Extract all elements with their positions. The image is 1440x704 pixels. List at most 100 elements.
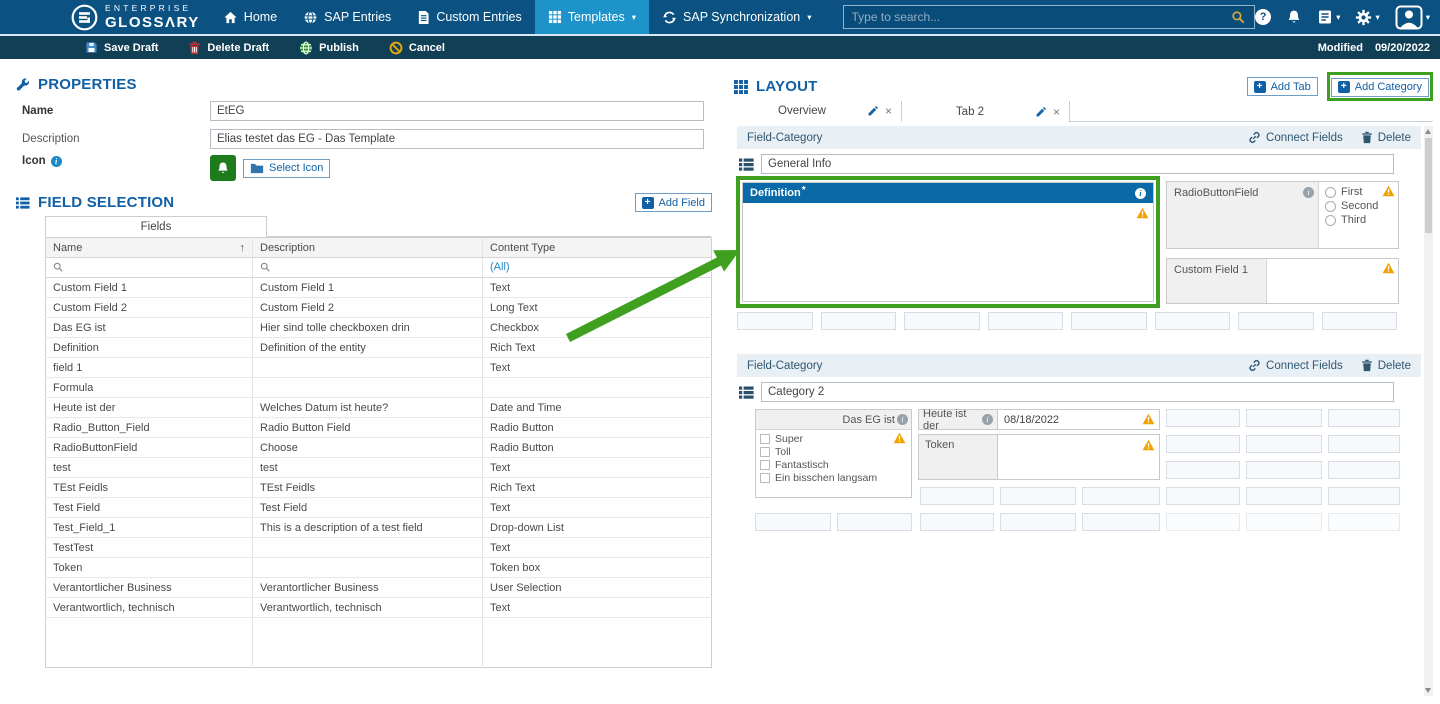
layout-field-definition[interactable]: Definition * i bbox=[742, 182, 1154, 302]
edit-tab-icon[interactable] bbox=[1035, 106, 1047, 118]
nav-templates[interactable]: Templates ▾ bbox=[534, 0, 650, 34]
nav-custom-entries[interactable]: Custom Entries bbox=[404, 0, 534, 34]
radio-option[interactable]: Second bbox=[1325, 200, 1392, 212]
date-field-label[interactable]: Heute ist der i bbox=[918, 408, 998, 432]
save-draft-button[interactable]: Save Draft bbox=[85, 41, 158, 54]
nav-sap-entries[interactable]: SAP Entries bbox=[290, 0, 404, 34]
checkbox-option[interactable]: Super bbox=[760, 433, 907, 445]
radio-option[interactable]: Third bbox=[1325, 214, 1392, 226]
filter-description-input[interactable] bbox=[252, 257, 483, 278]
close-tab-icon[interactable]: × bbox=[884, 104, 892, 118]
info-icon[interactable]: i bbox=[1303, 187, 1314, 198]
tab-fields[interactable]: Fields bbox=[45, 216, 267, 237]
description-row: Description bbox=[16, 129, 704, 149]
column-header-content-type[interactable]: Content Type bbox=[482, 237, 712, 258]
notifications-button[interactable] bbox=[1286, 9, 1302, 26]
table-row[interactable]: Verantortlicher Business Verantortlicher … bbox=[45, 577, 712, 598]
scroll-up-arrow[interactable] bbox=[1425, 129, 1431, 134]
layout-field-custom-field-1[interactable]: Custom Field 1 bbox=[1166, 258, 1399, 304]
settings-menu-button[interactable]: ▾ bbox=[1355, 9, 1380, 26]
close-tab-icon[interactable]: × bbox=[1052, 104, 1060, 119]
radio-label: Third bbox=[1341, 214, 1367, 226]
category2-name-input[interactable] bbox=[761, 382, 1394, 402]
table-row[interactable]: Das EG ist Hier sind tolle checkboxen dri… bbox=[45, 317, 712, 338]
notes-menu-button[interactable]: ▾ bbox=[1317, 9, 1340, 25]
table-row[interactable]: field 1 Text bbox=[45, 357, 712, 378]
table-row[interactable]: Radio_Button_Field Radio Button Field Radi… bbox=[45, 417, 712, 438]
table-cell-description: Custom Field 1 bbox=[252, 277, 483, 298]
edit-tab-icon[interactable] bbox=[867, 105, 879, 117]
help-button[interactable]: ? bbox=[1255, 9, 1272, 25]
publish-button[interactable]: Publish bbox=[299, 41, 359, 55]
checkbox-option[interactable]: Ein bisschen langsam bbox=[760, 472, 907, 484]
table-row[interactable]: Verantwortlich, technisch Verantwortlich,… bbox=[45, 597, 712, 618]
checkbox-option[interactable]: Fantastisch bbox=[760, 459, 907, 471]
name-input[interactable] bbox=[210, 101, 704, 121]
empty-field-placeholder bbox=[1321, 312, 1397, 330]
table-row[interactable]: test test Text bbox=[45, 457, 712, 478]
empty-field-placeholder bbox=[1166, 513, 1240, 531]
layout-tab-overview[interactable]: Overview × bbox=[734, 101, 902, 122]
token-field-label[interactable]: Token bbox=[918, 434, 998, 480]
token-field-value[interactable] bbox=[997, 434, 1160, 480]
table-row[interactable]: Token Token box bbox=[45, 557, 712, 578]
description-input[interactable] bbox=[210, 129, 704, 149]
radio-button[interactable] bbox=[1325, 214, 1336, 226]
radio-option[interactable]: First bbox=[1325, 186, 1392, 198]
checkbox[interactable] bbox=[760, 447, 770, 457]
connect-fields-button[interactable]: Connect Fields bbox=[1248, 131, 1343, 144]
checkbox-label: Super bbox=[775, 433, 804, 445]
nav-home[interactable]: Home bbox=[210, 0, 290, 34]
info-icon[interactable]: i bbox=[1135, 187, 1146, 199]
empty-field-placeholder bbox=[1082, 513, 1160, 531]
info-icon[interactable]: i bbox=[50, 155, 62, 167]
layout-field-radiobuttonfield[interactable]: RadioButtonField i First Second Third bbox=[1166, 181, 1399, 249]
field-selection-header: FIELD SELECTION + Add Field bbox=[16, 193, 712, 212]
delete-draft-button[interactable]: Delete Draft bbox=[188, 41, 269, 55]
add-field-button[interactable]: + Add Field bbox=[634, 193, 712, 212]
table-row[interactable]: Formula bbox=[45, 377, 712, 398]
radio-button[interactable] bbox=[1325, 200, 1336, 212]
add-tab-button[interactable]: + Add Tab bbox=[1246, 77, 1318, 96]
column-header-description[interactable]: Description bbox=[252, 237, 483, 258]
info-icon[interactable]: i bbox=[897, 414, 908, 425]
category1-name-input[interactable] bbox=[761, 154, 1394, 174]
filter-name-input[interactable] bbox=[45, 257, 253, 278]
add-category-button[interactable]: + Add Category bbox=[1330, 77, 1429, 97]
user-menu-button[interactable]: ▾ bbox=[1395, 5, 1430, 30]
checkbox[interactable] bbox=[760, 460, 770, 470]
info-icon[interactable]: i bbox=[982, 414, 993, 425]
table-row[interactable]: RadioButtonField Choose Radio Button bbox=[45, 437, 712, 458]
layout-field-das-eg-ist[interactable]: Das EG ist i Super Toll Fantastisch Ein bis… bbox=[755, 409, 912, 498]
app-logo[interactable]: ENTERPRISE GLOSSΛRY bbox=[0, 0, 200, 34]
search-input[interactable] bbox=[851, 10, 1232, 24]
table-row[interactable]: Test Field Test Field Text bbox=[45, 497, 712, 518]
table-row[interactable]: Test_Field_1 This is a description of a t… bbox=[45, 517, 712, 538]
checkbox[interactable] bbox=[760, 434, 770, 444]
radio-button[interactable] bbox=[1325, 186, 1336, 198]
table-row[interactable]: Definition Definition of the entity Rich T… bbox=[45, 337, 712, 358]
table-row[interactable]: Custom Field 2 Custom Field 2 Long Text bbox=[45, 297, 712, 318]
table-cell-content-type: Text bbox=[482, 457, 712, 478]
scroll-down-arrow[interactable] bbox=[1425, 688, 1431, 693]
vertical-scrollbar[interactable] bbox=[1424, 126, 1433, 696]
column-header-name[interactable]: Name ↑ bbox=[45, 237, 253, 258]
checkbox[interactable] bbox=[760, 473, 770, 483]
select-icon-button[interactable]: Select Icon bbox=[243, 158, 331, 178]
nav-sap-synchronization[interactable]: SAP Synchronization ▾ bbox=[649, 0, 824, 34]
table-row[interactable]: TestTest Text bbox=[45, 537, 712, 558]
delete-category-button[interactable]: Delete bbox=[1361, 359, 1411, 372]
date-field-value[interactable]: 08/18/2022 bbox=[997, 409, 1160, 430]
checkbox-option[interactable]: Toll bbox=[760, 446, 907, 458]
table-row[interactable]: Heute ist der Welches Datum ist heute? Dat… bbox=[45, 397, 712, 418]
layout-tab-2[interactable]: Tab 2 × bbox=[902, 101, 1070, 122]
filter-content-type-select[interactable]: (All) ▾ bbox=[482, 257, 712, 278]
delete-category-button[interactable]: Delete bbox=[1361, 131, 1411, 144]
table-row[interactable]: Custom Field 1 Custom Field 1 Text bbox=[45, 277, 712, 298]
cancel-button[interactable]: Cancel bbox=[389, 41, 445, 55]
scroll-thumb[interactable] bbox=[1425, 138, 1432, 233]
sort-asc-icon[interactable]: ↑ bbox=[239, 241, 246, 254]
search-icon[interactable] bbox=[1231, 10, 1246, 25]
table-row[interactable]: TEst Feidls TEst Feidls Rich Text bbox=[45, 477, 712, 498]
connect-fields-button[interactable]: Connect Fields bbox=[1248, 359, 1343, 372]
